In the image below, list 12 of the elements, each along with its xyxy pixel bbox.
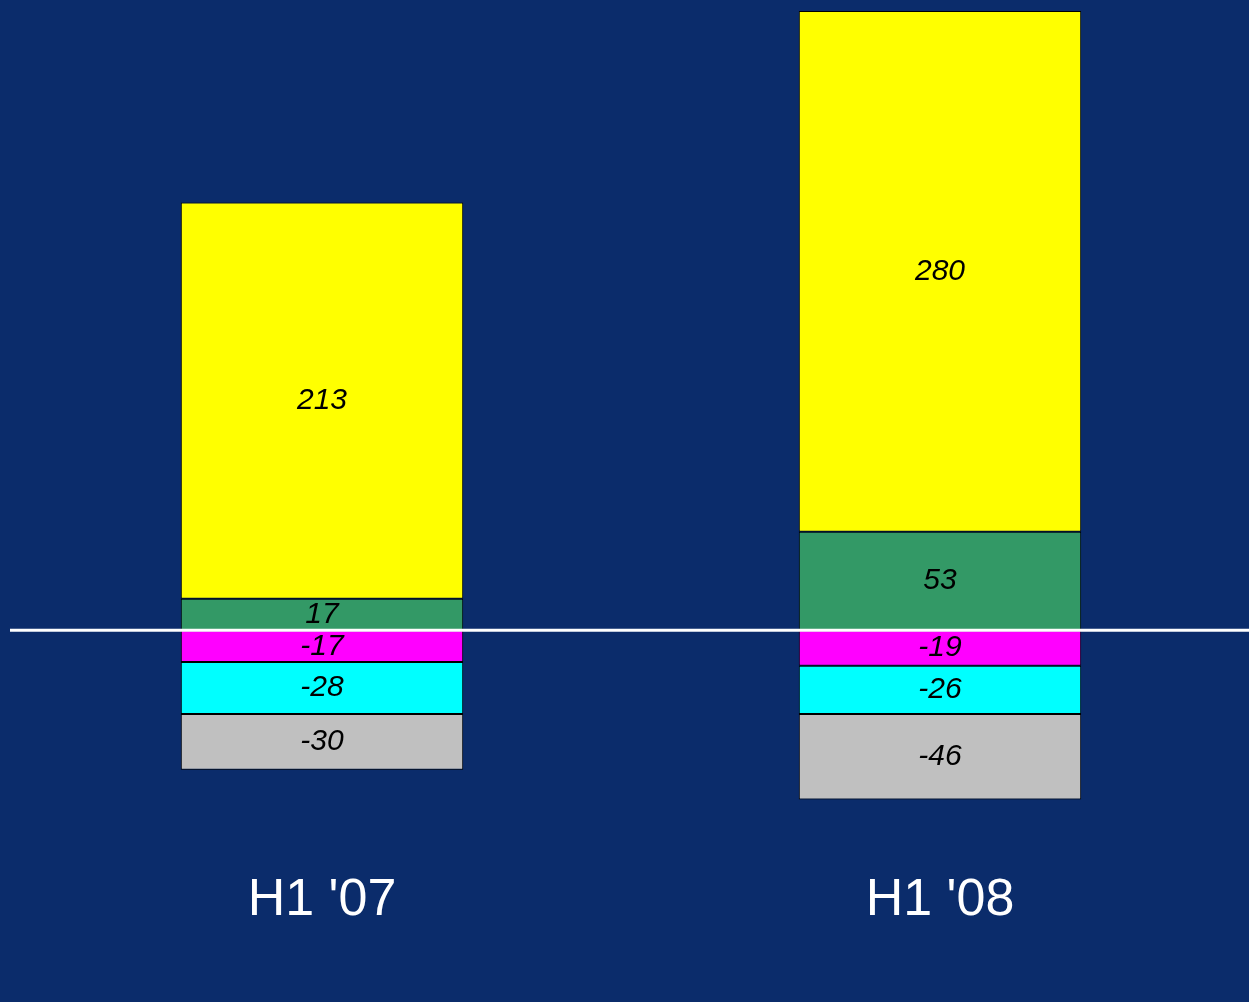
- data-label: 53: [923, 562, 957, 596]
- x-tick-label: H1 '08: [865, 868, 1015, 927]
- data-label: -30: [300, 723, 344, 757]
- data-label: 213: [295, 381, 348, 415]
- data-label: -46: [918, 738, 962, 772]
- data-label: -26: [918, 671, 962, 705]
- data-label: -19: [918, 629, 962, 663]
- data-label: 17: [305, 595, 340, 629]
- data-label: -17: [300, 627, 345, 661]
- data-label: 280: [913, 252, 966, 286]
- x-tick-label: H1 '07: [247, 868, 397, 927]
- data-label: -28: [300, 669, 344, 703]
